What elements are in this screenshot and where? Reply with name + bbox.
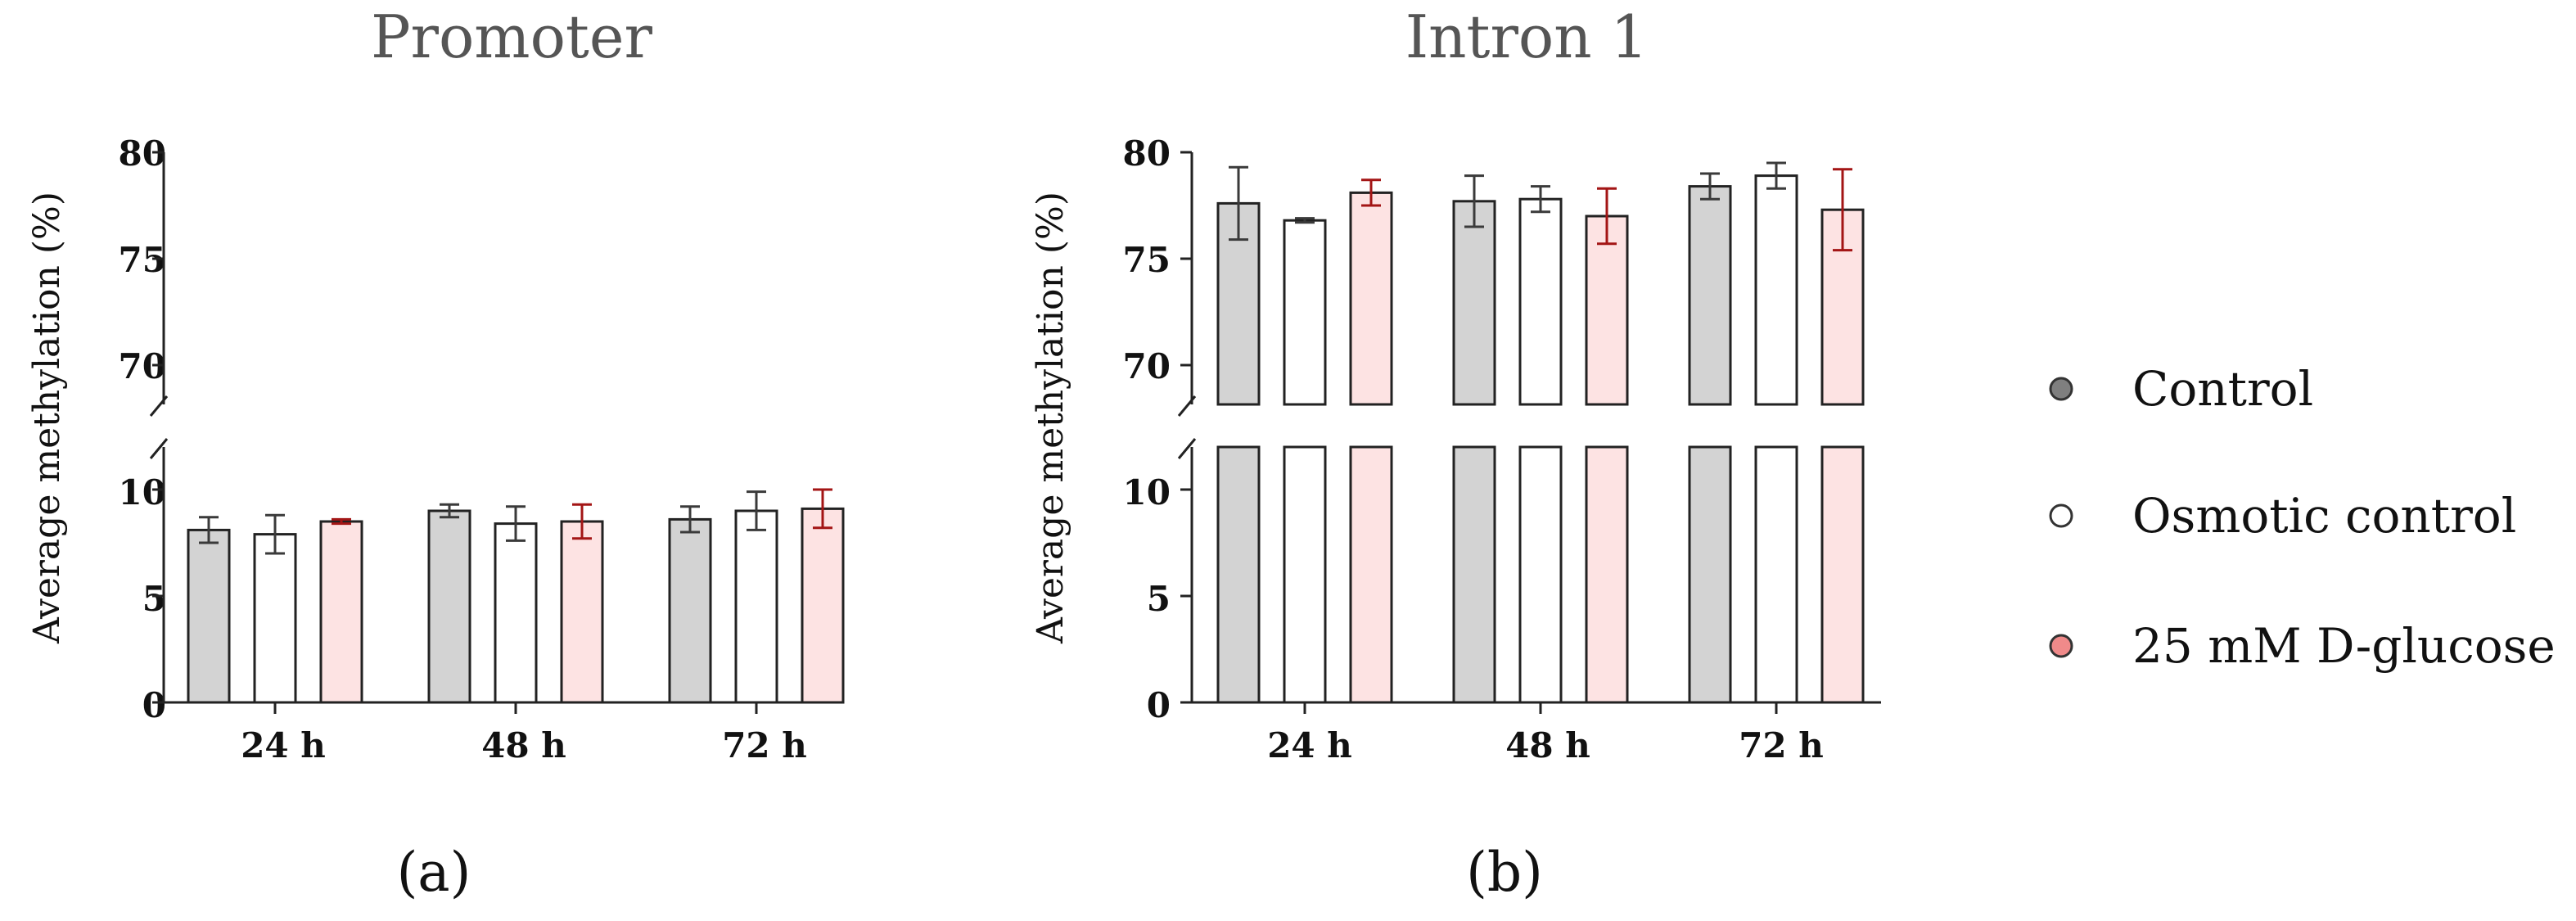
legend-marker-control: [2049, 377, 2073, 401]
panel-b-title: Intron 1: [1405, 2, 1649, 71]
panel-b-bar-s1-g1-upper: [1518, 197, 1563, 406]
panel-a-bar-s0-g1: [427, 509, 471, 704]
legend-label-d-glucose: 25 mM D-glucose: [2132, 618, 2556, 674]
panel-b-ytick-5: 5: [1147, 579, 1171, 619]
panel-b-axis-break-upper: [1177, 395, 1197, 417]
panel-b: Intron 1 Average methylation (%) 0 5 10 …: [1030, 2, 1881, 904]
panel-b-bar-s0-g2-lower: [1688, 445, 1732, 704]
panel-a-bar-s1-g2: [734, 509, 778, 704]
panel-a-bar-s0-g2: [668, 517, 712, 704]
panel-b-xtick-48h: 48 h: [1505, 725, 1590, 765]
panel-a-y-axis-label: Average methylation (%): [26, 192, 68, 644]
panel-b-bar-s1-g2-lower: [1754, 445, 1798, 704]
panel-b-bar-s1-g0-lower: [1283, 445, 1327, 704]
panel-a-title: Promoter: [371, 2, 652, 71]
panel-a-bar-s2-g1: [560, 520, 604, 704]
panel-b-axis-break-lower: [1177, 438, 1197, 459]
panel-b-xtick-72h: 72 h: [1739, 725, 1824, 765]
panel-a-ytick-0: 0: [142, 685, 166, 725]
panel-b-bar-s2-g2-lower: [1820, 445, 1865, 704]
panel-b-label: (b): [1466, 841, 1543, 904]
panel-b-bar-s1-g1-lower: [1518, 445, 1563, 704]
panel-b-ytick-10: 10: [1123, 472, 1171, 512]
legend-marker-d-glucose: [2049, 634, 2073, 658]
panel-a-bar-s1-g0: [253, 533, 297, 704]
panel-b-xtick-24h: 24 h: [1267, 725, 1352, 765]
panel-a-bar-s2-g0: [319, 520, 363, 704]
legend-label-osmotic-control: Osmotic control: [2132, 488, 2516, 544]
panel-b-bar-s2-g1-lower: [1585, 445, 1629, 704]
panel-b-ytick-75: 75: [1123, 240, 1171, 280]
panel-b-y-axis-label: Average methylation (%): [1030, 192, 1071, 644]
panel-a-label: (a): [397, 841, 471, 904]
panel-b-ytick-70: 70: [1123, 346, 1171, 386]
panel-b-bar-s2-g0-lower: [1349, 445, 1393, 704]
panel-a-xtick-48h: 48 h: [481, 725, 566, 765]
panel-b-bar-s1-g2-upper: [1754, 174, 1798, 406]
panel-b-bar-s0-g0-lower: [1216, 445, 1261, 704]
legend: Control Osmotic control 25 mM D-glucose: [2049, 361, 2556, 674]
panel-a-ytick-5: 5: [142, 579, 166, 619]
panel-a-xtick-72h: 72 h: [722, 725, 807, 765]
panel-b-bar-s0-g2-upper: [1688, 185, 1732, 406]
panel-a-axis-break-lower: [149, 438, 169, 459]
panel-b-bar-s0-g1-lower: [1452, 445, 1496, 704]
panel-a-bar-s0-g0: [187, 528, 231, 704]
panel-a-axis-break-upper: [149, 395, 169, 417]
panel-b-bar-s2-g0-upper: [1349, 191, 1393, 406]
panel-b-ytick-0: 0: [1147, 685, 1171, 725]
legend-marker-osmotic-control: [2049, 503, 2073, 528]
panel-a-bar-s1-g1: [494, 522, 538, 704]
panel-b-bar-s1-g0-upper: [1283, 219, 1327, 406]
panel-b-ytick-80: 80: [1123, 133, 1171, 174]
legend-label-control: Control: [2132, 361, 2313, 417]
panel-a-ytick-10: 10: [119, 472, 166, 512]
panel-a: Promoter Average methylation (%) 0 5 10 …: [26, 2, 845, 904]
panel-a-xtick-24h: 24 h: [241, 725, 326, 765]
panel-a-bar-s2-g2: [801, 507, 845, 704]
panel-b-bar-s0-g1-upper: [1452, 200, 1496, 406]
